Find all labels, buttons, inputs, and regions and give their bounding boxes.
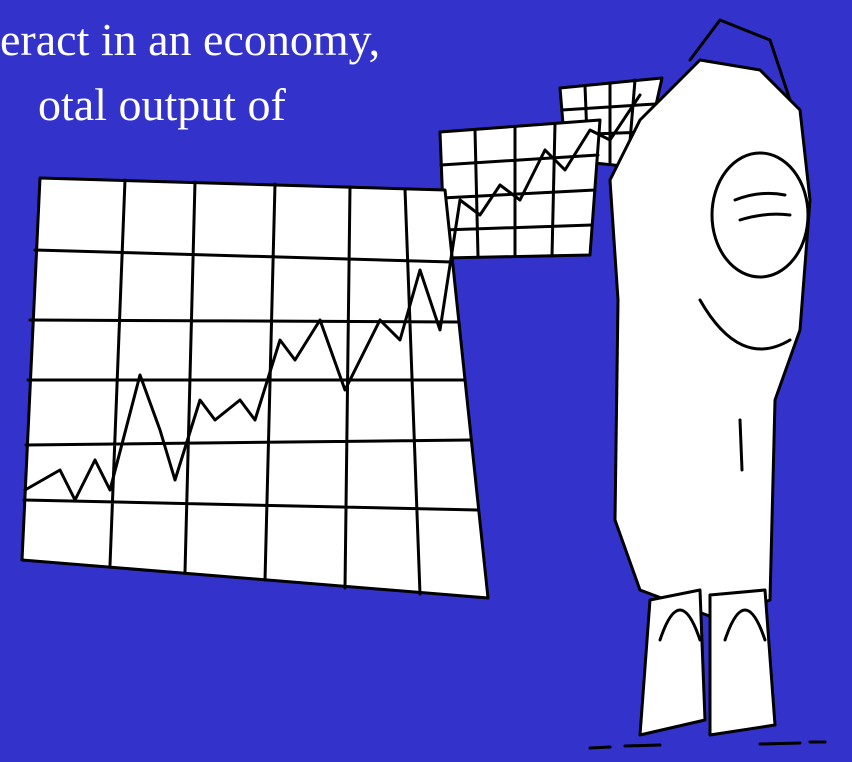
- text-line: otal output of: [38, 79, 287, 130]
- page: {"text": {"lines": ["eract in an economy…: [0, 0, 852, 762]
- slide: eract in an economy, otal output of: [0, 0, 852, 762]
- text-line: eract in an economy,: [0, 14, 380, 65]
- leg: [640, 590, 705, 735]
- grid-paper: [440, 120, 600, 258]
